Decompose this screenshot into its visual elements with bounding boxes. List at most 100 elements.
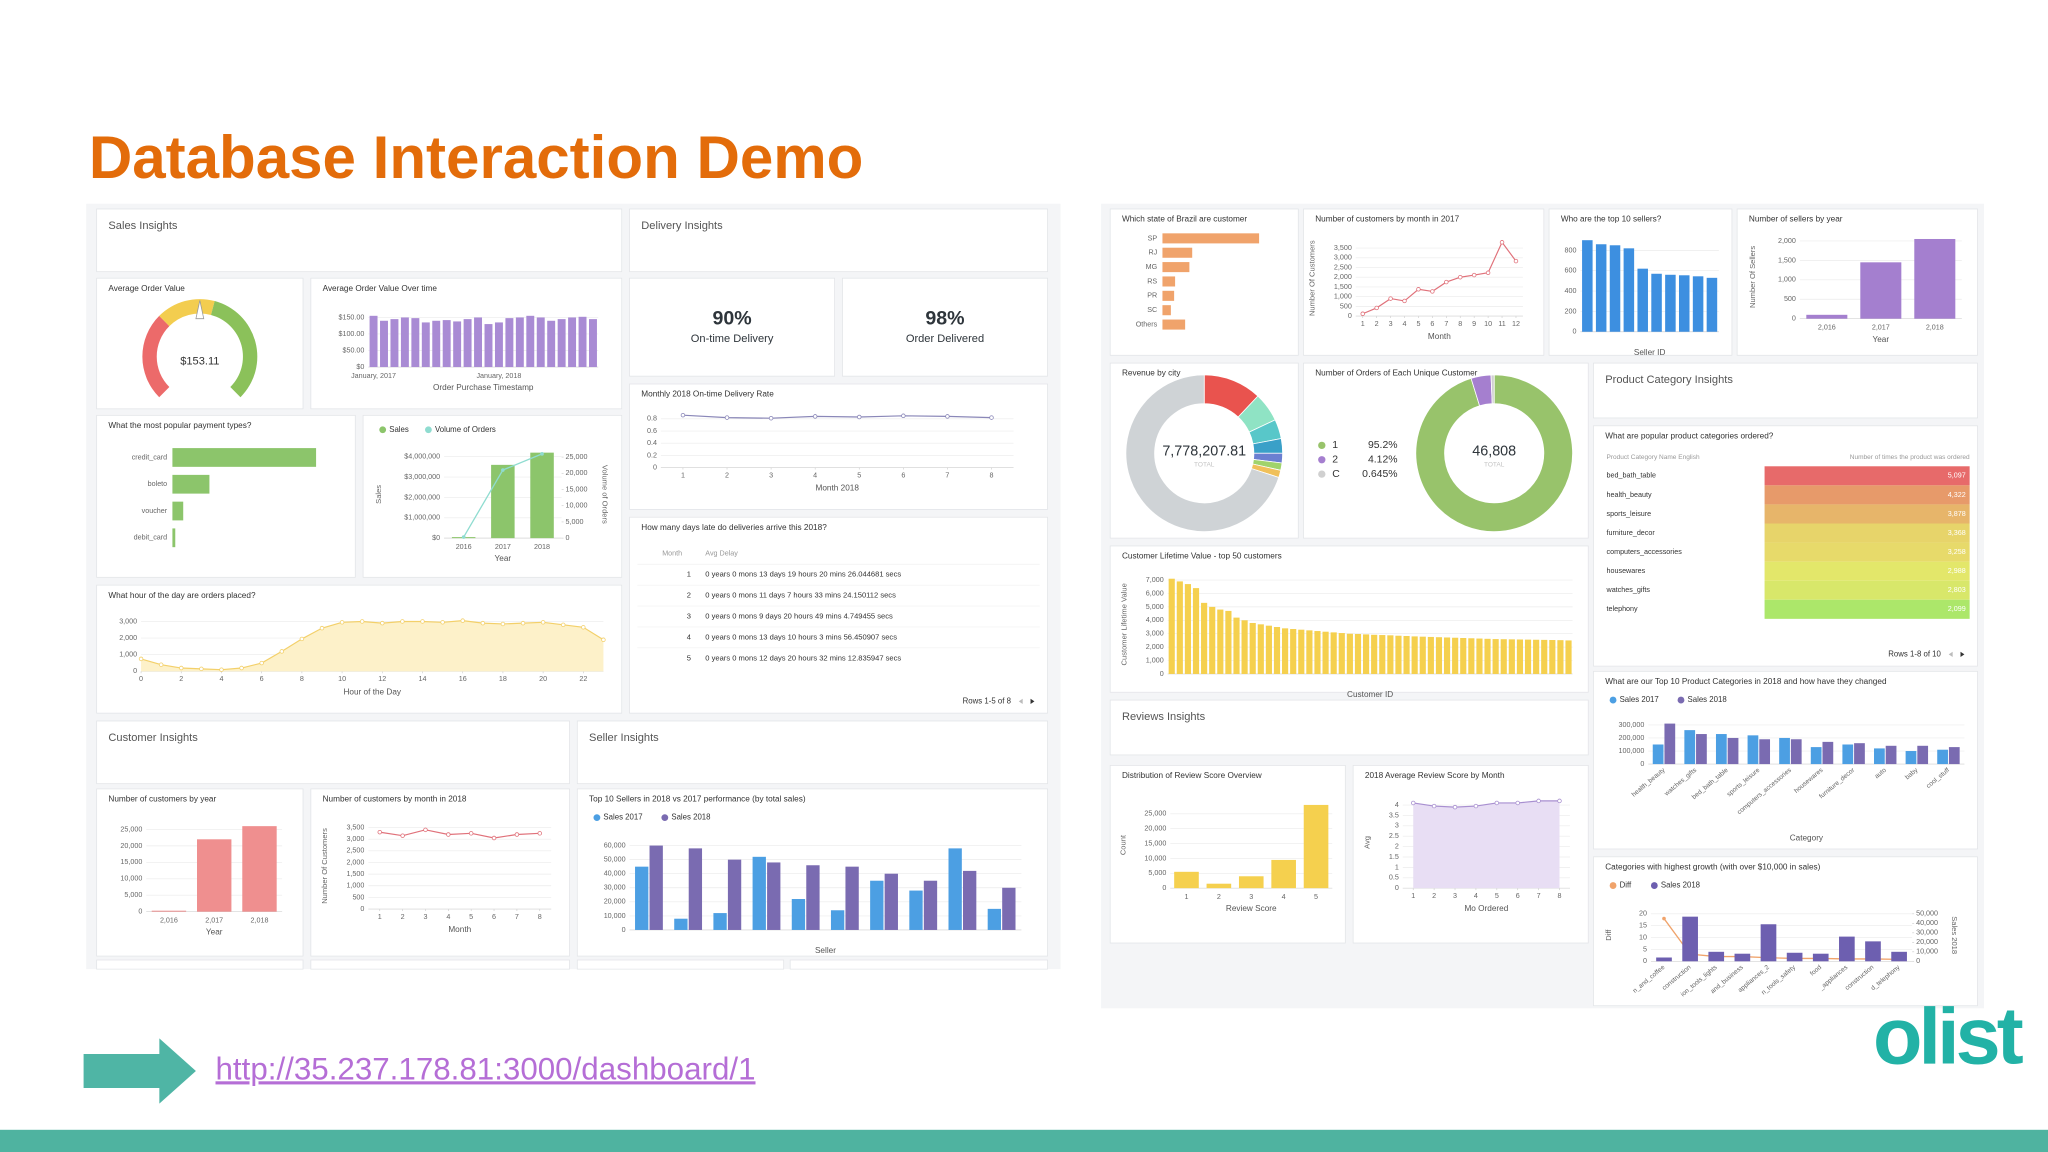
heat-cell (1764, 561, 1970, 581)
x-tick-label: 12 (1512, 320, 1520, 328)
x-tick-label: 5 (1416, 320, 1420, 328)
x-tick-label: 3 (423, 913, 427, 921)
y-tick-label: 0 (653, 463, 657, 471)
y-tick-label: 1,500 (1334, 283, 1352, 291)
donut-center-value: 7,778,207.81 (1162, 444, 1246, 460)
y-tick-label: 0 (1640, 760, 1644, 768)
point (1411, 800, 1416, 806)
x-tick-label: 5 (1495, 892, 1499, 900)
bar (589, 319, 597, 368)
bar (1362, 634, 1370, 674)
y-axis-label: Number Of Customers (320, 828, 329, 904)
next-page[interactable] (1030, 698, 1035, 704)
y-tick-label: 50,000 (604, 856, 626, 864)
bar (1371, 634, 1378, 674)
y-tick-label: 0.6 (647, 427, 657, 435)
next-page[interactable] (1960, 651, 1965, 657)
bar (380, 320, 388, 368)
bar (1806, 314, 1848, 319)
bar (1500, 639, 1507, 674)
bar (1411, 636, 1418, 674)
x-tick-label: 2 (401, 913, 405, 921)
x-axis-label: Customer ID (1347, 690, 1393, 699)
bar (1678, 275, 1690, 332)
bar (369, 315, 378, 368)
y-tick-label: 0 (566, 534, 570, 542)
cell: 0 years 0 mons 12 days 20 hours 32 mins … (705, 653, 901, 662)
bar (1759, 739, 1771, 765)
donut-center-label: TOTAL (1194, 462, 1215, 469)
bar (1541, 639, 1548, 674)
prev-page[interactable] (1018, 698, 1023, 704)
bar (1948, 747, 1960, 765)
point (1515, 800, 1520, 806)
column-header: Avg Delay (705, 550, 738, 558)
y-tick-label: 500 (352, 893, 364, 901)
column-header: Product Category Name English (1607, 454, 1700, 461)
point (857, 414, 862, 420)
x-tick-label: January, 2018 (476, 372, 521, 380)
y-tick-label: 0 (1643, 957, 1647, 965)
bar (526, 315, 535, 368)
y-tick-label: 5,000 (1148, 869, 1166, 877)
cell-value: 2,099 (1948, 605, 1966, 613)
bar (1786, 952, 1803, 962)
point (901, 413, 906, 419)
y-tick-label: 1 (1395, 863, 1399, 871)
x-tick-label: 2,016 (160, 917, 178, 925)
bar (1162, 319, 1186, 330)
legend-label: 1 (1332, 440, 1338, 451)
y-tick-label: boleto (148, 480, 168, 488)
point (1494, 800, 1500, 806)
y-tick-label: 20 (1639, 910, 1647, 918)
bar (1874, 748, 1885, 765)
y2-axis-label: Sales 2018 (1950, 916, 1959, 954)
bar (1651, 273, 1662, 332)
panel-title: What the most popular payment types? (108, 421, 251, 430)
dashboard-link[interactable]: http://35.237.178.81:3000/dashboard/1 (216, 1051, 756, 1086)
bar (1734, 953, 1751, 962)
y-tick-label: 2,500 (1334, 263, 1352, 271)
point (491, 835, 497, 841)
bar (923, 880, 938, 930)
bar (1387, 635, 1394, 674)
y-tick-label: 20,000 (566, 469, 588, 477)
bar (1760, 924, 1777, 962)
y-tick-label: 2,000 (119, 634, 137, 642)
kpi-value: 90% (712, 308, 751, 330)
bar (1595, 244, 1607, 332)
point (380, 620, 385, 626)
legend-value: 95.2% (1368, 440, 1398, 451)
bar (845, 866, 859, 930)
bar (1162, 247, 1193, 258)
x-tick-label: 18 (499, 675, 507, 683)
cell-value: 5,097 (1948, 472, 1966, 480)
prev-page[interactable] (1948, 651, 1953, 657)
bar (1338, 633, 1345, 674)
y-tick-label: 1,000 (346, 882, 364, 890)
y-axis-label: Customer Lifetime Value (1120, 583, 1129, 665)
x-tick-label: 14 (419, 675, 427, 683)
bar (151, 910, 187, 912)
card (842, 277, 1048, 377)
y-tick-label: 15,000 (120, 858, 142, 866)
bar (172, 474, 210, 494)
heat-cell (1764, 542, 1970, 562)
point (460, 618, 465, 623)
y-tick-label: 0 (1792, 315, 1796, 323)
gauge-segment (210, 301, 258, 398)
bar (1684, 730, 1696, 765)
point (279, 649, 285, 654)
bar (1706, 277, 1718, 332)
legend-swatch (379, 426, 387, 434)
bar (1346, 633, 1353, 674)
card (96, 414, 356, 578)
point (1499, 240, 1505, 245)
card (310, 959, 570, 970)
y-tick-label: 10,000 (1144, 854, 1166, 862)
point (420, 619, 425, 624)
x-tick-label: 6 (901, 471, 905, 479)
x-tick-label: January, 2017 (351, 372, 396, 380)
card (629, 383, 1048, 510)
y-tick-label: 1,500 (1778, 256, 1796, 264)
